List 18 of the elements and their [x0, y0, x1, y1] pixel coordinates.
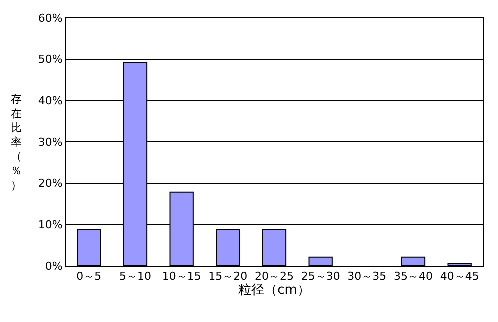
y-tick-label: 0%: [45, 260, 63, 273]
x-tick-label: 40～45: [440, 270, 480, 284]
x-tick-label: 5～10: [120, 270, 152, 284]
y-tick-label: 20%: [38, 177, 63, 190]
x-tick-label: 25～30: [301, 270, 340, 284]
y-tick-label: 30%: [38, 136, 63, 149]
x-axis-title: 粒径（cm）: [238, 283, 310, 298]
y-tick-label: 60%: [38, 12, 63, 25]
x-tick-label: 15～20: [208, 270, 248, 284]
x-tick-label: 0～5: [76, 270, 102, 284]
y-tick-label: 10%: [38, 218, 63, 232]
x-tick-label: 10～15: [162, 270, 202, 284]
x-tick-label: 35～40: [394, 270, 433, 284]
x-tick-label: 30～35: [348, 270, 387, 284]
y-axis-title: 存在比率（％）: [11, 93, 22, 192]
y-tick-label: 50%: [38, 53, 63, 66]
y-tick-label: 40%: [38, 94, 63, 108]
x-tick-label: 20～25: [255, 270, 294, 284]
